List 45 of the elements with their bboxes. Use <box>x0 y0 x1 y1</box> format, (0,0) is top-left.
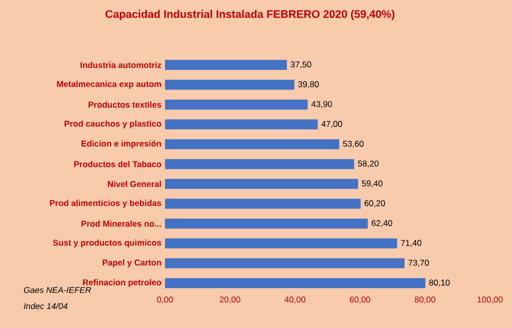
data-label: 62,40 <box>372 220 392 228</box>
bar <box>165 60 287 70</box>
bar <box>165 278 426 288</box>
data-label: 43,90 <box>311 101 332 108</box>
data-label: 71,40 <box>401 240 422 247</box>
x-tick-label: 40,00 <box>284 296 306 304</box>
y-tick-label: Nivel General <box>108 180 161 188</box>
y-tick-label: Sust y productos quimicos <box>53 239 162 248</box>
text: Indec 14/04 <box>24 302 68 310</box>
data-label: 58,20 <box>358 160 379 168</box>
bar <box>165 198 361 209</box>
y-tick-label: Refinacion petroleo <box>82 279 162 288</box>
data-label: 53,60 <box>343 140 364 148</box>
y-tick-label: Edicion e impresión <box>82 140 161 148</box>
y-tick-label: Productos del Tabaco <box>74 160 162 168</box>
x-tick-label: 60,00 <box>350 296 370 304</box>
bar <box>165 159 354 170</box>
bar <box>165 80 294 90</box>
y-tick-label: Prod Minerales no... <box>82 220 161 227</box>
y-tick-label: Metalmecanica exp autom <box>57 80 161 89</box>
x-tick-label: 80,00 <box>414 296 436 304</box>
y-tick-label: Prod alimenticios y bebidas <box>50 200 162 208</box>
y-tick-label: Industria automotriz <box>80 62 162 68</box>
bar <box>165 238 398 248</box>
x-tick-label: 100,00 <box>478 296 503 304</box>
bar <box>165 178 358 189</box>
data-label: 59,40 <box>362 180 382 188</box>
data-label: 73,70 <box>408 260 429 267</box>
data-label: 80,10 <box>429 280 450 287</box>
text: Gaes NEA-IEFER <box>24 287 92 293</box>
data-label: 60,20 <box>364 200 386 208</box>
bar <box>165 100 308 110</box>
bar <box>165 218 368 229</box>
bar <box>165 139 340 150</box>
data-label: 39,80 <box>298 81 319 88</box>
y-tick-label: Prod cauchos y plastico <box>64 120 162 128</box>
bar <box>165 258 405 268</box>
chart-title: Capacidad Industrial Instalada FEBRERO 2020 (59,40%) <box>106 10 394 20</box>
y-tick-label: Papel y Carton <box>102 259 161 268</box>
data-label: 47,00 <box>321 120 342 128</box>
y-tick-label: Productos textiles <box>88 101 162 108</box>
x-tick-label: 0,00 <box>157 296 173 304</box>
data-label: 37,50 <box>290 61 312 68</box>
bar <box>165 119 318 130</box>
x-tick-label: 20,00 <box>220 296 240 304</box>
